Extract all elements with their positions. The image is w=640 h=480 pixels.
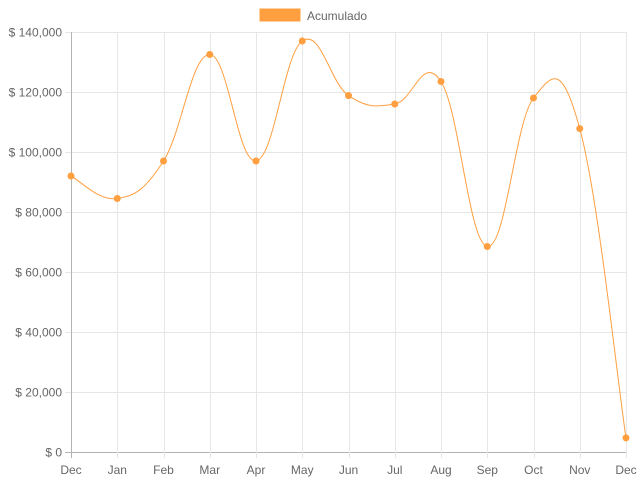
x-tick-label: Jul (387, 463, 402, 477)
x-tick-label: Mar (199, 463, 220, 477)
x-axis-ticks: Dec Jan Feb Mar Apr May Jun Jul Aug Sep Oct Nov Dec (60, 463, 636, 477)
data-point[interactable] (206, 51, 214, 58)
x-tick-label: May (291, 463, 314, 477)
data-point[interactable] (576, 125, 584, 133)
x-tick-label: Apr (247, 463, 266, 477)
x-tick-label: Jan (108, 463, 127, 477)
data-point[interactable] (622, 434, 630, 442)
y-tick-label: $ 140,000 (9, 26, 63, 40)
data-point[interactable] (530, 94, 537, 102)
y-tick-label: $ 20,000 (15, 386, 62, 400)
x-tick-label: Dec (615, 463, 636, 477)
data-point[interactable] (391, 100, 399, 108)
x-tick-label: Feb (153, 463, 174, 477)
y-tick-label: $ 40,000 (15, 326, 62, 340)
y-tick-label: $ 100,000 (9, 146, 63, 160)
legend[interactable]: Acumulado (259, 8, 367, 23)
y-axis-ticks: $ 0 $ 20,000 $ 40,000 $ 60,000 $ 80,000 $ 100… (9, 26, 63, 460)
y-tick-label: $ 120,000 (9, 86, 63, 100)
y-tick-label: $ 80,000 (15, 206, 62, 220)
series-line-acumulado (70, 38, 627, 438)
x-tick-label: Nov (569, 463, 590, 477)
data-points (67, 37, 630, 442)
data-point[interactable] (67, 172, 75, 180)
y-tick-label: $ 60,000 (15, 266, 62, 280)
x-tick-label: Sep (477, 463, 499, 477)
y-tick-label: $ 0 (45, 446, 62, 460)
data-point[interactable] (483, 243, 491, 250)
legend-label: Acumulado (307, 9, 367, 23)
data-point[interactable] (252, 157, 260, 165)
data-point[interactable] (437, 78, 445, 85)
data-point[interactable] (345, 92, 352, 100)
legend-swatch (259, 8, 301, 22)
x-tick-label: Oct (524, 463, 543, 477)
data-point[interactable] (298, 37, 306, 45)
data-point[interactable] (160, 157, 167, 165)
x-tick-label: Aug (430, 463, 451, 477)
x-tick-label: Jun (339, 463, 358, 477)
data-point[interactable] (113, 195, 121, 202)
x-tick-label: Dec (60, 463, 81, 477)
